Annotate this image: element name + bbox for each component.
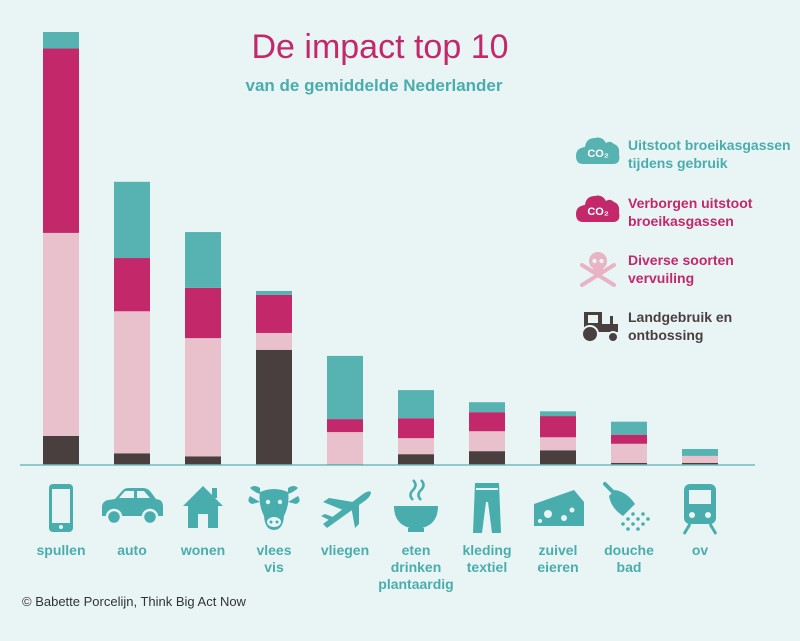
category-label: vlees vis xyxy=(256,542,291,575)
category-label: vliegen xyxy=(321,542,369,558)
house-icon xyxy=(183,486,223,528)
airplane-icon xyxy=(321,491,371,528)
category-label: douche bad xyxy=(604,542,654,575)
category-label: spullen xyxy=(36,542,85,558)
bar-segment-2-3 xyxy=(114,258,150,312)
bar-segment-2-4 xyxy=(114,181,150,259)
bar-segment-2-2 xyxy=(114,311,150,454)
bar-segment-4-4 xyxy=(256,290,292,295)
bar-segment-1-4 xyxy=(43,32,79,49)
bar-segment-5-3 xyxy=(327,419,363,433)
bar-segment-7-1 xyxy=(469,451,505,465)
bar-segment-8-1 xyxy=(540,450,576,465)
legend-label: Landgebruik en ontbossing xyxy=(628,309,732,343)
bar-segment-2-1 xyxy=(114,453,150,465)
bar-segment-5-2 xyxy=(327,432,363,465)
car-icon xyxy=(102,488,163,526)
bar-segment-6-2 xyxy=(398,438,434,455)
category-labels: spullen auto wonen vlees vis vliegen eten drink… xyxy=(36,542,708,592)
tractor-icon xyxy=(581,312,619,343)
bowl-icon xyxy=(394,479,438,532)
bar-segment-1-1 xyxy=(43,435,79,465)
legend-label: Verborgen uitstoot broeikasgassen xyxy=(628,195,753,229)
cow-icon xyxy=(248,486,300,530)
bar-segment-3-2 xyxy=(185,338,221,457)
category-label: wonen xyxy=(180,542,225,558)
bar-segment-6-3 xyxy=(398,418,434,439)
bar-segment-4-3 xyxy=(256,294,292,333)
bar-segment-9-1 xyxy=(611,462,647,465)
legend-label: Diverse soorten vervuiling xyxy=(628,252,734,286)
category-label: ov xyxy=(692,542,709,558)
bar-segment-1-3 xyxy=(43,48,79,233)
svg-text:CO₂: CO₂ xyxy=(587,148,609,160)
svg-text:CO₂: CO₂ xyxy=(587,206,609,218)
category-label: auto xyxy=(117,542,147,558)
shower-icon xyxy=(603,482,650,531)
chart-subtitle: van de gemiddelde Nederlander xyxy=(246,76,503,95)
chart-title: De impact top 10 xyxy=(251,28,508,66)
bar-segment-10-2 xyxy=(682,455,718,463)
co2-cloud-icon: CO₂ xyxy=(576,195,620,222)
skull-crossbones-icon xyxy=(580,252,616,287)
bar-segment-3-1 xyxy=(185,456,221,465)
bar-segment-8-4 xyxy=(540,411,576,417)
phone-icon xyxy=(49,484,73,532)
bar-segment-6-4 xyxy=(398,390,434,419)
train-icon xyxy=(682,484,718,535)
bar-segment-7-3 xyxy=(469,412,505,432)
bar-segment-3-4 xyxy=(185,232,221,288)
bars-group xyxy=(43,32,718,465)
trousers-icon xyxy=(473,483,501,533)
bar-segment-3-3 xyxy=(185,287,221,339)
bar-segment-5-4 xyxy=(327,355,363,420)
credit-text: © Babette Porcelijn, Think Big Act Now xyxy=(22,594,247,609)
cheese-icon xyxy=(534,490,584,526)
bar-segment-4-2 xyxy=(256,332,292,350)
co2-cloud-icon: CO₂ xyxy=(576,137,620,164)
legend: CO₂ Uitstoot broeikasgassen tijdens gebrui… xyxy=(576,137,791,343)
bar-segment-7-2 xyxy=(469,431,505,452)
bar-segment-8-2 xyxy=(540,437,576,451)
bar-segment-6-1 xyxy=(398,454,434,465)
bar-segment-8-3 xyxy=(540,416,576,438)
legend-label: Uitstoot broeikasgassen tijdens gebruik xyxy=(628,137,791,171)
category-label: eten drinken plantaardig xyxy=(378,542,453,592)
bar-segment-1-2 xyxy=(43,232,79,436)
bar-segment-4-1 xyxy=(256,349,292,465)
bar-segment-9-4 xyxy=(611,421,647,435)
bar-segment-10-4 xyxy=(682,448,718,456)
bar-segment-9-2 xyxy=(611,443,647,463)
bar-segment-10-1 xyxy=(682,462,718,465)
category-label: kleding textiel xyxy=(462,542,511,575)
category-icons xyxy=(49,479,718,535)
bar-segment-9-3 xyxy=(611,434,647,444)
bar-segment-7-4 xyxy=(469,402,505,413)
category-label: zuivel eieren xyxy=(537,542,578,575)
